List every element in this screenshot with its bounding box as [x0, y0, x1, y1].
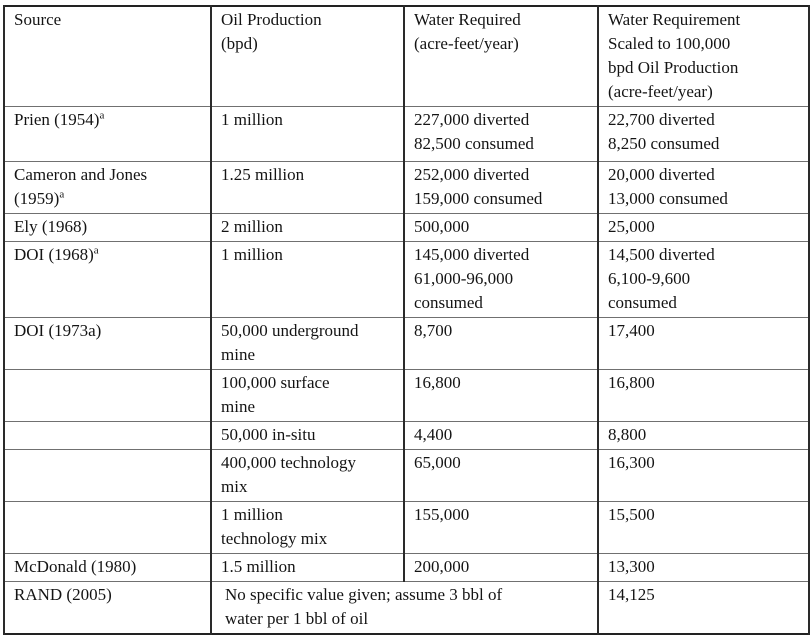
water-cell: 65,000: [403, 449, 599, 502]
source-cell: [3, 369, 212, 422]
table-row-ely-1968: Ely (1968) 2 million 500,000 25,000: [3, 213, 810, 242]
production-cell: 50,000 underground mine: [210, 317, 405, 370]
table-row-doi-1973a-underground-mine: DOI (1973a) 50,000 underground mine 8,70…: [3, 317, 810, 370]
scaled-cell: 15,500: [597, 501, 810, 554]
table-row-mcdonald-1980: McDonald (1980) 1.5 million 200,000 13,3…: [3, 553, 810, 582]
table-row-doi-1968: DOI (1968)a 1 million 145,000 diverted 6…: [3, 241, 810, 318]
source-cell: Cameron and Jones (1959)a: [3, 161, 212, 214]
scaled-cell: 17,400: [597, 317, 810, 370]
production-cell: 2 million: [210, 213, 405, 242]
note-cell: No specific value given; assume 3 bbl of…: [210, 581, 599, 635]
production-cell: 1.5 million: [210, 553, 405, 582]
scaled-cell: 16,800: [597, 369, 810, 422]
table-row-doi-1973a-technology-mix-1m: 1 million technology mix 155,000 15,500: [3, 501, 810, 554]
table-row-prien-1954: Prien (1954)a 1 million 227,000 diverted…: [3, 106, 810, 162]
footnote-marker: a: [93, 244, 99, 257]
water-cell: 227,000 diverted 82,500 consumed: [403, 106, 599, 162]
header-source: Source: [3, 5, 212, 107]
water-cell: 4,400: [403, 421, 599, 450]
source-cell: [3, 449, 212, 502]
source-cell: RAND (2005): [3, 581, 212, 635]
water-cell: 252,000 diverted 159,000 consumed: [403, 161, 599, 214]
production-cell: 50,000 in-situ: [210, 421, 405, 450]
scaled-cell: 22,700 diverted 8,250 consumed: [597, 106, 810, 162]
scaled-cell: 16,300: [597, 449, 810, 502]
production-cell: 100,000 surface mine: [210, 369, 405, 422]
production-cell: 1 million: [210, 241, 405, 318]
table-row-doi-1973a-technology-mix-400k: 400,000 technology mix 65,000 16,300: [3, 449, 810, 502]
production-cell: 1.25 million: [210, 161, 405, 214]
scaled-cell: 8,800: [597, 421, 810, 450]
scaled-cell: 20,000 diverted 13,000 consumed: [597, 161, 810, 214]
source-cell: Ely (1968): [3, 213, 212, 242]
footnote-marker: a: [99, 109, 105, 122]
scaled-cell: 14,125: [597, 581, 810, 635]
scaled-cell: 25,000: [597, 213, 810, 242]
table-row-cameron-jones-1959: Cameron and Jones (1959)a 1.25 million 2…: [3, 161, 810, 214]
source-cell: Prien (1954)a: [3, 106, 212, 162]
water-cell: 155,000: [403, 501, 599, 554]
document-page: Source Oil Production (bpd) Water Requir…: [3, 5, 810, 635]
table-row-doi-1973a-in-situ: 50,000 in-situ 4,400 8,800: [3, 421, 810, 450]
source-text: Cameron and Jones (1959): [14, 165, 148, 208]
source-cell: [3, 421, 212, 450]
header-water-requirement-scaled: Water Requirement Scaled to 100,000 bpd …: [597, 5, 810, 107]
source-cell: DOI (1968)a: [3, 241, 212, 318]
water-cell: 500,000: [403, 213, 599, 242]
table-row-rand-2005: RAND (2005) No specific value given; ass…: [3, 581, 810, 635]
source-text: DOI (1968): [14, 245, 94, 264]
source-cell: [3, 501, 212, 554]
table-row-doi-1973a-surface-mine: 100,000 surface mine 16,800 16,800: [3, 369, 810, 422]
water-cell: 145,000 diverted 61,000-96,000 consumed: [403, 241, 599, 318]
production-cell: 1 million: [210, 106, 405, 162]
water-requirements-table: Source Oil Production (bpd) Water Requir…: [3, 5, 810, 635]
water-cell: 8,700: [403, 317, 599, 370]
header-oil-production: Oil Production (bpd): [210, 5, 405, 107]
water-cell: 200,000: [403, 553, 599, 582]
scaled-cell: 13,300: [597, 553, 810, 582]
water-cell: 16,800: [403, 369, 599, 422]
production-cell: 1 million technology mix: [210, 501, 405, 554]
scaled-cell: 14,500 diverted 6,100-9,600 consumed: [597, 241, 810, 318]
source-cell: McDonald (1980): [3, 553, 212, 582]
header-water-required: Water Required (acre-feet/year): [403, 5, 599, 107]
header-row: Source Oil Production (bpd) Water Requir…: [3, 5, 810, 107]
footnote-marker: a: [59, 188, 65, 201]
source-cell: DOI (1973a): [3, 317, 212, 370]
production-cell: 400,000 technology mix: [210, 449, 405, 502]
source-text: Prien (1954): [14, 110, 100, 129]
